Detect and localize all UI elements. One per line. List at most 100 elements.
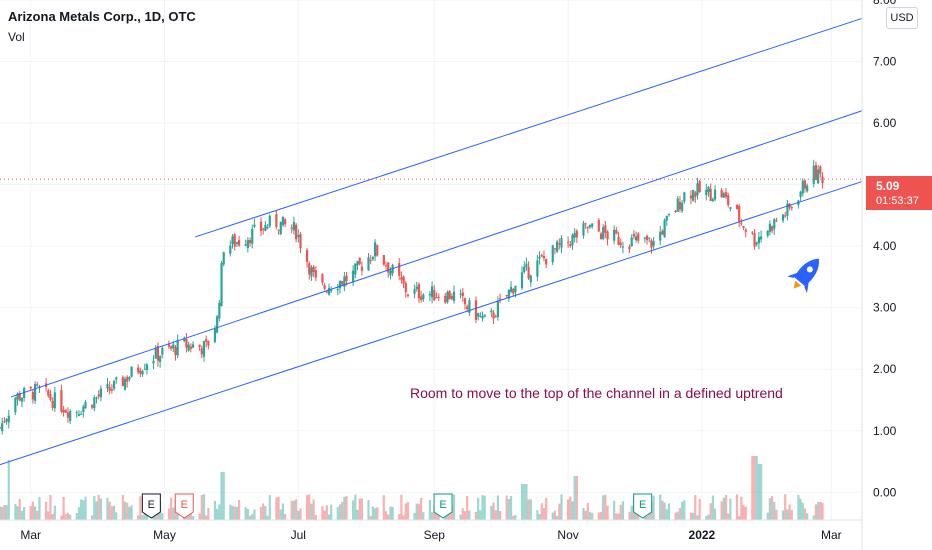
chart-grid — [0, 0, 862, 520]
candle-body — [713, 189, 717, 200]
volume-bar — [369, 515, 372, 520]
volume-bar — [525, 484, 528, 520]
volume-bar — [198, 513, 201, 520]
volume-bar — [806, 513, 809, 520]
candle-body — [806, 185, 809, 192]
volume-bar — [520, 484, 524, 520]
price-tick-label: 2.00 — [873, 362, 897, 376]
candle-body — [692, 190, 695, 201]
candle-body — [821, 176, 824, 184]
earnings-marker[interactable]: E — [141, 493, 161, 519]
volume-bar — [126, 502, 129, 520]
volume-bar — [602, 495, 605, 520]
volume-bar — [308, 494, 311, 520]
volume-bar — [137, 515, 140, 520]
candle-body — [152, 360, 155, 364]
candle-body — [435, 297, 438, 299]
earnings-marker-shape — [633, 493, 653, 519]
candle-body — [586, 227, 589, 229]
candle-body — [106, 384, 109, 389]
candle-body — [584, 223, 587, 225]
volume-bar — [667, 503, 671, 520]
volume-bar — [540, 503, 543, 520]
candle-body — [262, 228, 265, 230]
candle-body — [358, 257, 361, 265]
candle-body — [727, 195, 730, 206]
volume-bar — [459, 514, 462, 520]
candle-body — [75, 412, 78, 414]
candle-body — [566, 241, 570, 243]
candle-body — [161, 347, 164, 355]
candle-body — [308, 263, 311, 275]
volume-bar — [599, 511, 603, 520]
volume-bar — [512, 515, 515, 520]
candle-body — [367, 257, 370, 271]
candle-body — [606, 231, 609, 240]
candle-body — [757, 237, 761, 244]
candle-body — [95, 397, 98, 399]
volume-bar — [259, 506, 263, 520]
candle-body — [235, 242, 238, 244]
volume-bar — [327, 514, 331, 520]
candle-body — [284, 219, 287, 225]
volume-bar — [5, 505, 8, 520]
volume-bar — [0, 506, 2, 520]
volume-bar — [781, 510, 785, 520]
volume-bar — [536, 510, 539, 520]
volume-bar — [630, 505, 633, 520]
earnings-marker[interactable]: E — [633, 493, 653, 519]
candle-body — [413, 289, 416, 294]
candle-body — [751, 232, 754, 234]
candle-body — [602, 227, 605, 239]
currency-button[interactable]: USD — [886, 7, 918, 29]
volume-bar — [604, 494, 607, 520]
volume-bar — [172, 507, 175, 520]
volume-bar — [591, 512, 594, 520]
candle-body — [312, 266, 315, 273]
candle-body — [31, 391, 35, 400]
chart-annotation[interactable]: Room to move to the top of the channel i… — [410, 385, 783, 401]
volume-bar — [683, 500, 686, 520]
candle-body — [784, 215, 787, 217]
volume-bar — [709, 503, 712, 520]
volume-bar — [387, 514, 390, 520]
candle-body — [773, 219, 776, 229]
candle-body — [220, 263, 223, 307]
earnings-marker[interactable]: E — [174, 493, 194, 519]
candle-body — [62, 410, 65, 413]
volume-bar — [169, 497, 173, 520]
candle-body — [753, 233, 756, 247]
candle-body — [0, 427, 2, 429]
candle-body — [297, 235, 300, 238]
candle-body — [676, 198, 679, 212]
candle-body — [314, 270, 317, 278]
volume-bar — [62, 496, 65, 520]
volume-bar — [812, 515, 815, 520]
volume-bar — [538, 513, 541, 520]
candle-body — [536, 260, 539, 277]
volume-bar — [205, 515, 208, 520]
volume-bar — [99, 498, 102, 520]
candle-body — [648, 237, 651, 239]
earnings-marker-shape — [141, 493, 161, 519]
volume-bar — [755, 456, 758, 520]
candle-body — [468, 300, 471, 313]
candle-body — [279, 221, 282, 235]
candle-body — [683, 192, 686, 202]
volume-bar — [481, 495, 484, 520]
volume-bar — [176, 514, 179, 520]
volume-bar — [490, 505, 493, 520]
candle-body — [509, 286, 513, 292]
candle-body — [553, 248, 557, 250]
rocket-window — [806, 266, 813, 273]
symbol-title[interactable]: Arizona Metals Corp., 1D, OTC — [8, 9, 196, 24]
volume-bar — [775, 509, 778, 520]
earnings-marker[interactable]: E — [433, 493, 453, 519]
volume-bar — [615, 513, 618, 520]
candle-body — [275, 214, 278, 227]
candle-body — [801, 180, 804, 194]
volume-legend[interactable]: Vol — [8, 30, 25, 44]
candle-body — [709, 188, 712, 201]
candle-body — [174, 347, 177, 356]
